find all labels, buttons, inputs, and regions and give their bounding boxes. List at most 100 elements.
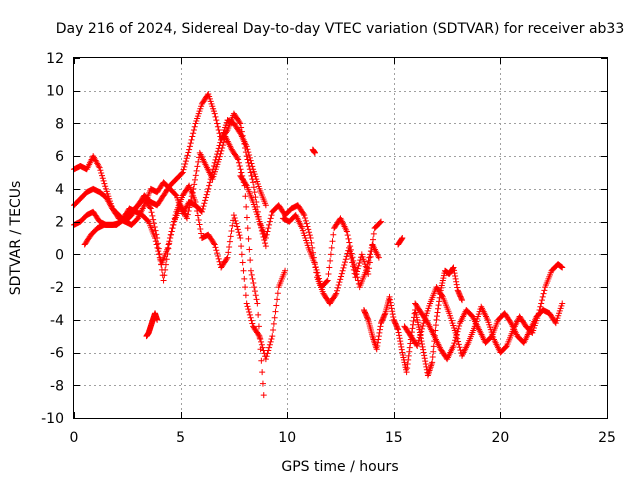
data-point: [243, 153, 250, 160]
data-point: [302, 217, 309, 224]
data-point: [375, 336, 382, 343]
data-point: [185, 149, 192, 156]
data-point: [234, 226, 241, 233]
data-point: [266, 341, 273, 348]
data-point: [374, 339, 381, 346]
data-point: [215, 255, 222, 262]
data-point: [233, 220, 240, 227]
data-point: [376, 329, 383, 336]
data-point: [456, 344, 463, 351]
data-point: [172, 191, 179, 198]
data-point: [336, 279, 343, 286]
data-point: [151, 223, 158, 230]
data-point: [95, 163, 102, 170]
data-point: [259, 369, 266, 376]
data-point: [235, 229, 242, 236]
x-tick-label: 0: [70, 430, 79, 446]
data-point: [183, 215, 190, 222]
x-tick-label: 20: [491, 430, 509, 446]
data-point: [342, 259, 349, 266]
data-point: [351, 264, 358, 271]
data-point: [234, 155, 241, 162]
data-point: [433, 313, 440, 320]
data-point: [453, 281, 460, 288]
data-point: [166, 238, 173, 245]
data-point: [184, 152, 191, 159]
data-point: [351, 261, 358, 268]
data-point: [406, 348, 413, 355]
data-point: [182, 160, 189, 167]
y-tick-label: -10: [41, 411, 64, 427]
data-point: [245, 159, 252, 166]
data-point: [452, 273, 459, 280]
data-point: [206, 179, 213, 186]
data-point: [455, 338, 462, 345]
data-point: [220, 139, 227, 146]
data-point: [156, 251, 163, 258]
data-point: [191, 176, 198, 183]
data-point: [388, 305, 395, 312]
data-point: [161, 272, 168, 279]
data-point: [186, 204, 193, 211]
data-point: [245, 306, 252, 313]
data-point: [236, 119, 243, 126]
data-point: [262, 235, 269, 241]
data-point: [244, 303, 251, 310]
data-point: [216, 153, 223, 160]
data-point: [250, 280, 257, 286]
x-tick-label: 15: [385, 430, 403, 446]
data-point: [259, 380, 266, 387]
data-point: [246, 309, 253, 316]
data-point: [168, 228, 175, 235]
data-point: [193, 167, 200, 174]
data-point: [398, 346, 405, 353]
data-point: [262, 243, 269, 250]
y-axis-label: SDTVAR / TECUs: [8, 181, 24, 296]
plot-frame: [73, 57, 608, 419]
data-point: [247, 314, 254, 321]
data-point: [313, 266, 320, 273]
data-point: [257, 336, 264, 343]
data-point: [255, 323, 262, 330]
data-point: [450, 343, 457, 349]
data-point: [243, 214, 250, 221]
data-point: [195, 158, 202, 165]
data-point: [249, 275, 256, 282]
y-tick-label: 10: [46, 84, 64, 100]
data-point: [414, 343, 421, 349]
data-point: [272, 308, 279, 315]
data-point: [193, 203, 200, 210]
data-point: [328, 244, 335, 251]
data-point: [239, 259, 246, 266]
data-point: [316, 278, 323, 285]
data-point: [407, 340, 414, 347]
data-point: [237, 166, 244, 173]
data-point: [373, 346, 380, 353]
data-point: [311, 261, 318, 268]
data-point: [458, 295, 465, 302]
data-point: [216, 258, 223, 265]
data-point: [231, 214, 238, 221]
data-point: [300, 210, 307, 217]
data-point: [264, 350, 271, 357]
data-point: [198, 208, 205, 215]
data-point: [206, 182, 213, 189]
data-point: [390, 313, 397, 320]
data-point: [251, 288, 258, 295]
data-point: [186, 143, 193, 150]
y-tick-label: 12: [46, 51, 64, 67]
data-point: [419, 340, 426, 347]
data-point: [214, 250, 221, 257]
data-point: [99, 175, 106, 182]
data-point: [236, 232, 243, 239]
data-point: [421, 352, 428, 359]
data-point: [155, 248, 162, 255]
data-point: [354, 274, 361, 281]
data-points: [71, 91, 566, 399]
data-point: [366, 254, 373, 261]
data-point: [374, 343, 381, 349]
data-point: [405, 352, 412, 359]
data-point: [315, 275, 322, 282]
data-point: [455, 325, 462, 332]
data-point: [246, 163, 253, 169]
